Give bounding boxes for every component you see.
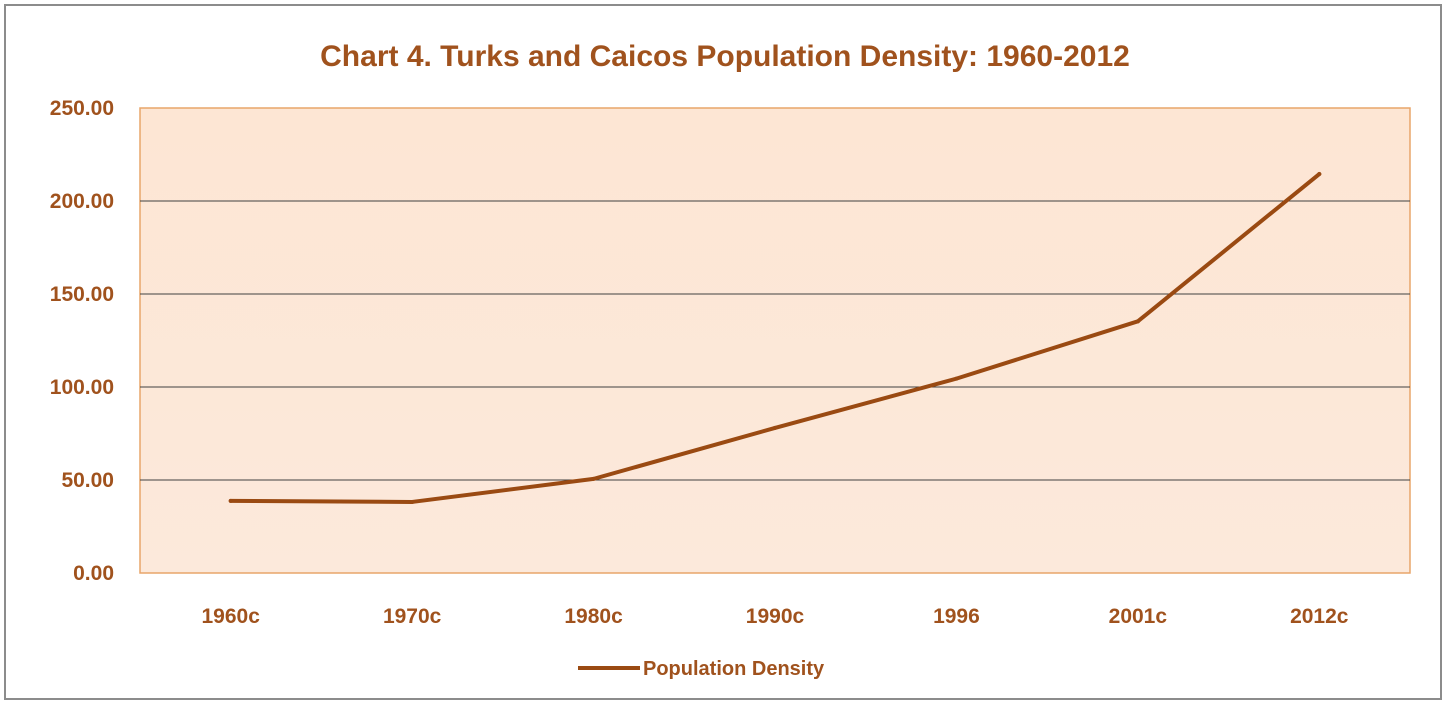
data-point [1135,319,1140,324]
legend-label: Population Density [643,658,825,680]
y-tick-label: 150.00 [50,283,114,306]
data-point [228,498,233,503]
y-axis-ticks: 0.00 50.00 100.00 150.00 200.00 250.00 [50,97,114,585]
y-tick-label: 50.00 [61,469,114,492]
chart-title: Chart 4. Turks and Caicos Population Den… [320,40,1130,73]
x-tick-label: 1990c [746,605,805,628]
x-tick-label: 2001c [1109,605,1168,628]
x-axis-ticks: 1960c 1970c 1980c 1990c 1996 2001c 2012c [202,605,1349,628]
data-point [410,499,415,504]
x-tick-label: 1996 [933,605,980,628]
plot-area [139,107,1411,574]
y-tick-label: 100.00 [50,376,114,399]
data-point [954,376,959,381]
x-tick-label: 1980c [564,605,623,628]
data-point [591,476,596,481]
data-point [773,425,777,430]
y-tick-label: 250.00 [50,97,114,120]
series-layer [228,172,1322,504]
y-tick-label: 200.00 [50,190,114,213]
legend: Population Density [578,658,825,680]
x-tick-label: 2012c [1290,605,1349,628]
y-tick-label: 0.00 [73,562,114,585]
grid-lines [140,200,1410,481]
x-tick-label: 1960c [202,605,261,628]
x-tick-label: 1970c [383,605,442,628]
data-point [1317,172,1322,177]
